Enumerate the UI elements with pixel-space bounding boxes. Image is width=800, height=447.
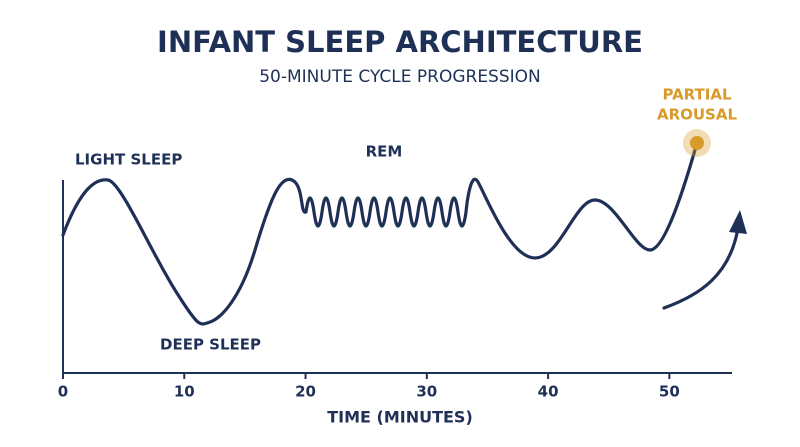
annotation: PARTIAL — [662, 86, 732, 104]
x-tick-label: 50 — [659, 383, 680, 401]
sleep-wave — [61, 141, 699, 326]
x-tick-label: 40 — [538, 383, 559, 401]
x-tick-label: 20 — [295, 383, 316, 401]
x-tick-label: 30 — [416, 383, 437, 401]
annotation: REM — [366, 143, 403, 161]
annotation: DEEP SLEEP — [160, 336, 261, 354]
arousal-dot — [690, 136, 704, 150]
x-tick-label: 10 — [174, 383, 195, 401]
annotation: AROUSAL — [657, 106, 738, 124]
chart-subtitle: 50-MINUTE CYCLE PROGRESSION — [259, 67, 541, 87]
chart-title: INFANT SLEEP ARCHITECTURE — [157, 25, 643, 59]
annotation: LIGHT SLEEP — [75, 151, 182, 169]
arrow-head — [729, 210, 747, 234]
x-tick-label: 0 — [58, 383, 68, 401]
trend-arrow — [662, 226, 740, 310]
x-axis-label: TIME (MINUTES) — [327, 408, 473, 427]
